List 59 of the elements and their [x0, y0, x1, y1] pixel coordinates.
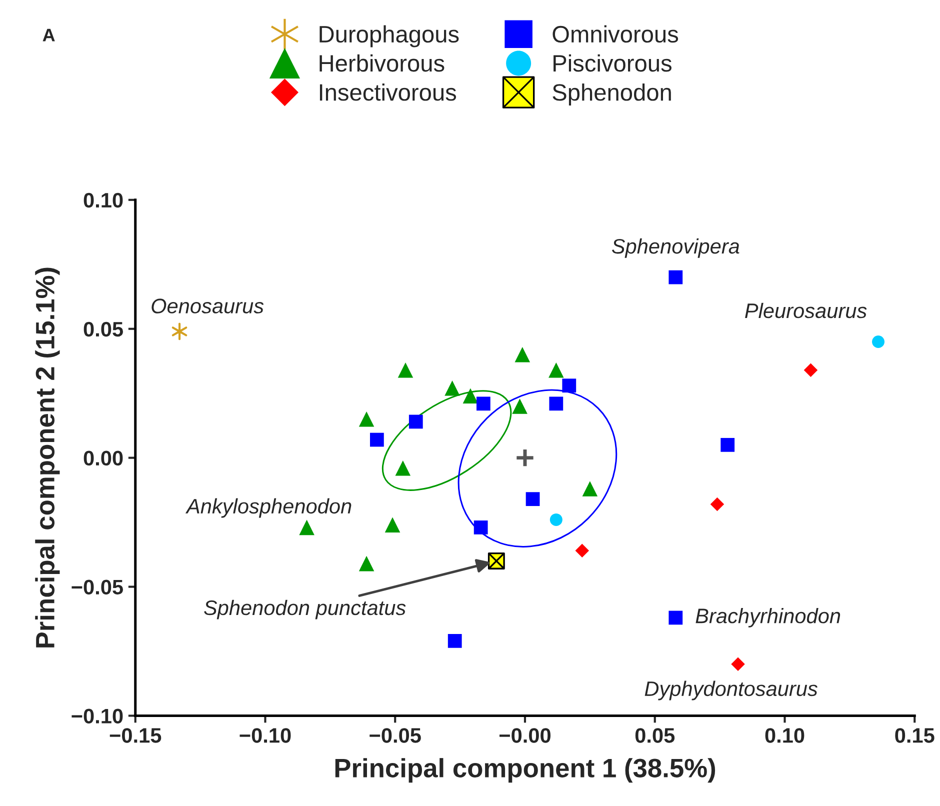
legend-label: Insectivorous [320, 83, 456, 101]
text: A [42, 28, 55, 42]
point [526, 492, 540, 506]
annotation: Sphenodon punctatus [204, 600, 406, 620]
point [299, 520, 314, 536]
point [514, 347, 530, 362]
y-tick-label: −0.05 [72, 580, 123, 595]
point [582, 481, 598, 496]
point [514, 448, 536, 468]
point [448, 634, 462, 648]
legend-label: Durophagous [320, 25, 459, 48]
x-axis-title: Principal component 1 (38.5%) [335, 758, 716, 783]
point [172, 322, 188, 340]
x-tick-label: −0.05 [370, 728, 421, 743]
y-tick-label: 0.05 [84, 322, 123, 337]
annotation: Pleurosaurus [745, 302, 867, 318]
annotation: Brachyrhinodon [696, 608, 840, 628]
point [476, 396, 490, 411]
point [398, 362, 414, 378]
x-tick-label: −0.15 [110, 728, 162, 743]
y-tick-label: 0.10 [84, 192, 123, 208]
point [720, 438, 735, 452]
point [710, 497, 724, 512]
point [804, 363, 818, 377]
x-tick-label: 0.05 [635, 728, 675, 743]
point [358, 556, 374, 572]
point [731, 657, 745, 672]
x-tick-label: −0.00 [500, 728, 550, 743]
x-tick-label: −0.10 [240, 728, 291, 743]
point [549, 396, 564, 411]
annotation: Dyphydontosaurus [644, 680, 818, 700]
point [408, 414, 423, 429]
point [358, 411, 374, 427]
point [395, 460, 411, 476]
legend-label: Herbivorous [320, 54, 444, 72]
point [550, 513, 562, 526]
x-tick-label: 0.10 [765, 728, 804, 743]
y-axis-title: Principal component 2 (15.1%) [35, 268, 60, 648]
point [384, 517, 400, 533]
annotation: Ankylosphenodon [185, 498, 352, 518]
point [562, 378, 576, 393]
legend-label: Omnivorous [552, 25, 678, 43]
x-tick-label: 0.15 [895, 728, 934, 743]
point [474, 520, 488, 534]
annotation: Oenosaurus [152, 298, 264, 314]
point [575, 544, 590, 558]
point [370, 432, 384, 447]
point [462, 388, 478, 404]
legend-label: Sphenodon [552, 83, 671, 106]
y-tick-label: 0.00 [84, 450, 123, 466]
y-tick-label: −0.10 [72, 708, 123, 724]
point [668, 610, 683, 625]
point [512, 398, 528, 414]
legend-label: Piscivorous [554, 54, 672, 72]
point [444, 380, 460, 396]
point [668, 270, 683, 284]
annotation: Sphenovipera [612, 238, 740, 258]
point [548, 362, 564, 378]
point [872, 335, 885, 348]
